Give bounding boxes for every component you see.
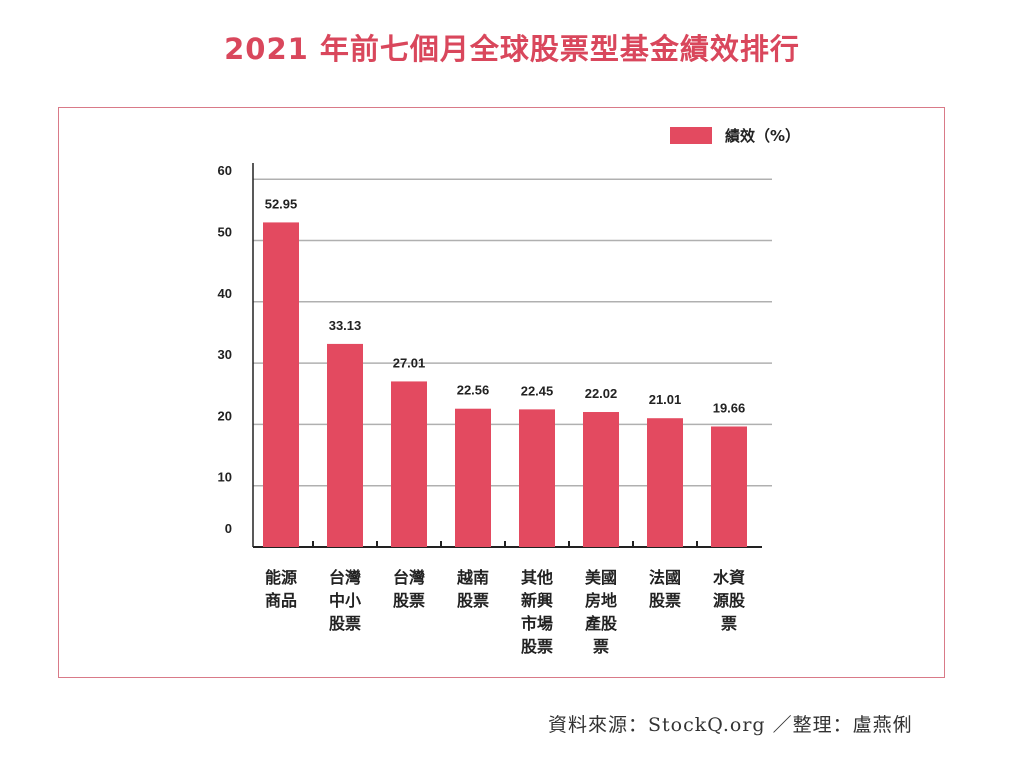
x-tick-label: 票 xyxy=(593,637,609,656)
x-tick-label: 美國 xyxy=(585,568,617,587)
data-label: 22.02 xyxy=(585,386,618,401)
data-label: 22.56 xyxy=(457,383,490,398)
data-label: 27.01 xyxy=(393,355,426,370)
x-tick-label: 台灣 xyxy=(329,568,361,587)
bar xyxy=(647,418,683,547)
chart-title: 2021 年前七個月全球股票型基金績效排行 xyxy=(224,32,800,66)
x-tick-label: 股票 xyxy=(329,614,361,633)
x-tick-label: 股票 xyxy=(457,591,489,610)
data-label: 22.45 xyxy=(521,383,554,398)
bar xyxy=(583,412,619,547)
y-tick-label: 0 xyxy=(225,521,232,536)
x-tick-label: 法國 xyxy=(649,568,681,587)
x-tick-label: 台灣 xyxy=(393,568,425,587)
bar xyxy=(455,408,491,547)
data-label: 21.01 xyxy=(649,392,682,407)
x-tick-label: 水資 xyxy=(713,568,745,587)
y-tick-label: 10 xyxy=(218,470,232,485)
x-tick-label: 商品 xyxy=(265,591,297,610)
chart-frame xyxy=(58,107,945,678)
x-tick-label: 股票 xyxy=(393,591,425,610)
x-tick-label: 股票 xyxy=(649,591,681,610)
x-tick-label: 源股 xyxy=(713,591,746,610)
x-tick-label: 股票 xyxy=(521,637,553,656)
data-label: 33.13 xyxy=(329,318,362,333)
bar xyxy=(263,222,299,547)
y-tick-label: 40 xyxy=(218,286,232,301)
x-tick-label: 房地 xyxy=(585,591,617,610)
x-tick-label: 越南 xyxy=(456,568,489,587)
bar xyxy=(711,426,747,547)
bar xyxy=(391,381,427,547)
data-label: 52.95 xyxy=(265,196,298,211)
data-label: 19.66 xyxy=(713,400,746,415)
y-tick-label: 60 xyxy=(218,163,232,178)
legend-swatch xyxy=(670,127,712,144)
y-tick-label: 20 xyxy=(218,408,232,423)
x-tick-label: 產股 xyxy=(585,614,618,633)
x-tick-label: 其他 xyxy=(521,568,553,587)
x-tick-label: 中小 xyxy=(329,591,361,610)
y-tick-label: 50 xyxy=(218,225,232,240)
x-tick-label: 票 xyxy=(721,614,737,633)
bar xyxy=(519,409,555,547)
x-tick-label: 能源 xyxy=(265,568,297,587)
source-note: 資料來源：StockQ.org ／整理：盧燕俐 xyxy=(548,714,913,736)
bar xyxy=(327,343,363,547)
x-tick-label: 新興 xyxy=(521,591,553,610)
x-tick-label: 市場 xyxy=(521,614,553,633)
legend-label: 績效（%） xyxy=(725,127,800,145)
y-tick-label: 30 xyxy=(218,347,232,362)
